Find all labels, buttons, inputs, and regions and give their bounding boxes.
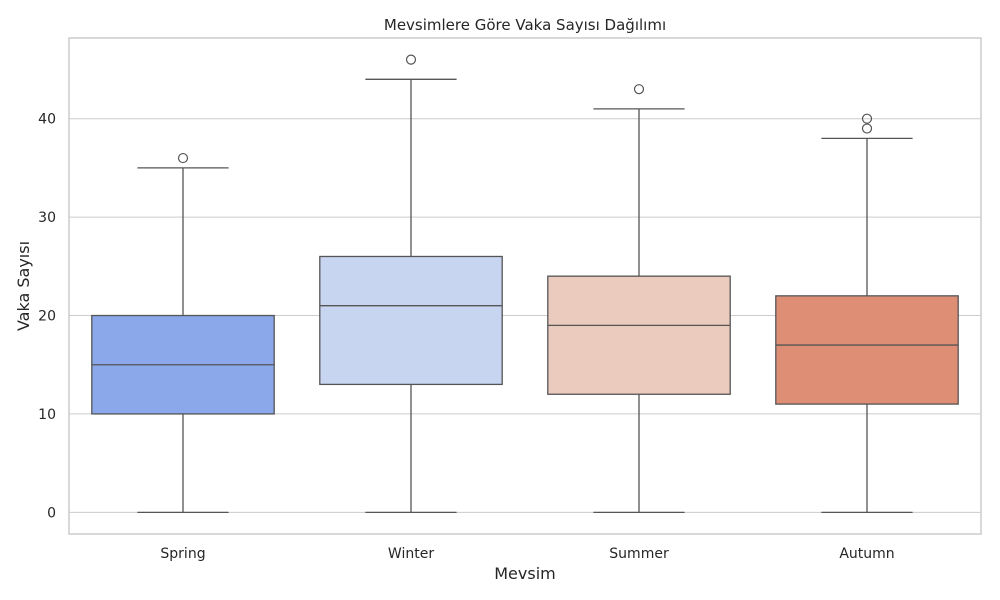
outlier-point — [177, 152, 189, 164]
x-tick-label: Autumn — [839, 546, 894, 562]
y-tick-label: 10 — [38, 407, 56, 423]
iqr-box — [775, 295, 959, 405]
boxes — [91, 54, 959, 513]
box-winter — [319, 54, 503, 513]
outlier-point — [405, 54, 417, 65]
chart-title: Mevsimlere Göre Vaka Sayısı Dağılımı — [384, 16, 666, 34]
iqr-box — [547, 275, 731, 395]
box-spring — [91, 152, 275, 513]
x-axis-label: Mevsim — [494, 564, 555, 583]
y-axis-label: Vaka Sayısı — [14, 241, 33, 331]
y-tick-labels: 0 10 20 30 40 — [38, 112, 56, 522]
iqr-box — [319, 255, 503, 386]
x-tick-label: Spring — [160, 546, 205, 562]
plot-frame — [68, 37, 982, 535]
x-tick-labels: Spring Winter Summer Autumn — [160, 546, 894, 562]
outlier-point — [633, 84, 645, 95]
outlier-point — [861, 123, 873, 134]
y-tick-label: 40 — [38, 112, 56, 128]
y-tick-label: 30 — [38, 210, 56, 226]
box-summer — [547, 84, 731, 513]
y-tick-label: 20 — [38, 309, 56, 325]
y-tick-label: 0 — [47, 505, 56, 521]
x-tick-label: Winter — [388, 546, 434, 562]
box-autumn — [775, 113, 959, 513]
x-tick-label: Summer — [609, 546, 669, 562]
outlier-point — [861, 113, 873, 124]
